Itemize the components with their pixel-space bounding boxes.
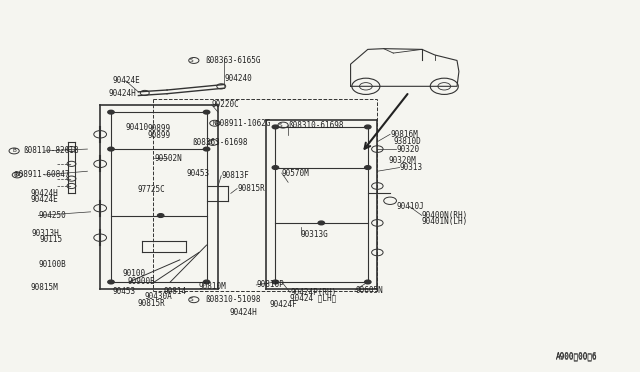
Text: 90401N(LH): 90401N(LH) [422, 217, 468, 226]
Text: ®08911-1062G: ®08911-1062G [215, 119, 270, 128]
Text: 90313G: 90313G [301, 230, 328, 239]
Text: 90424 （LH）: 90424 （LH） [290, 294, 336, 303]
Text: 90815M: 90815M [30, 283, 58, 292]
Text: 90502N: 90502N [154, 154, 182, 163]
Circle shape [318, 221, 324, 225]
Text: ®08911-60847: ®08911-60847 [14, 170, 70, 179]
Text: 90899: 90899 [148, 131, 171, 140]
Text: 904240: 904240 [225, 74, 252, 83]
Text: 90899: 90899 [148, 124, 171, 133]
Text: 93810D: 93810D [394, 137, 421, 146]
Text: 90424E: 90424E [30, 195, 58, 204]
Text: 90313H: 90313H [32, 229, 60, 238]
Text: 90810M: 90810M [199, 282, 227, 291]
Text: A900（00）6: A900（00）6 [556, 351, 597, 360]
Circle shape [204, 110, 210, 114]
Text: 90320M: 90320M [389, 156, 417, 166]
Text: 90605N: 90605N [355, 286, 383, 295]
Text: 90900B: 90900B [127, 278, 156, 286]
Text: N: N [213, 121, 217, 126]
Text: S: S [189, 58, 193, 63]
Text: 90453: 90453 [113, 288, 136, 296]
Text: 90570M: 90570M [282, 169, 310, 177]
Text: 90815R: 90815R [137, 299, 165, 308]
Text: S: S [209, 140, 212, 145]
Circle shape [272, 280, 278, 284]
Text: 90220C: 90220C [212, 100, 239, 109]
Text: 90424F: 90424F [269, 300, 297, 310]
Text: ß08110-8201B: ß08110-8201B [24, 147, 79, 155]
Text: 90320: 90320 [396, 145, 420, 154]
Circle shape [108, 110, 114, 114]
Text: ß08310-51098: ß08310-51098 [205, 295, 261, 304]
Text: B: B [12, 148, 16, 153]
Circle shape [204, 147, 210, 151]
Text: N: N [15, 173, 19, 177]
Circle shape [272, 166, 278, 169]
Text: 90100: 90100 [122, 269, 145, 278]
Circle shape [365, 280, 371, 284]
Text: 90424E: 90424E [113, 76, 141, 85]
Circle shape [108, 280, 114, 284]
Text: ß08363-61698: ß08363-61698 [193, 138, 248, 147]
Circle shape [108, 147, 114, 151]
Text: 90816P: 90816P [256, 280, 284, 289]
Circle shape [157, 214, 164, 217]
Text: A900（00）6: A900（00）6 [556, 352, 597, 361]
Text: 90424H: 90424H [108, 89, 136, 98]
Text: 97725C: 97725C [137, 185, 165, 194]
Text: 90816M: 90816M [390, 130, 418, 139]
Circle shape [365, 166, 371, 169]
Text: 90410J: 90410J [396, 202, 424, 211]
Text: S: S [189, 297, 193, 302]
Text: 90813F: 90813F [221, 171, 249, 180]
Text: 90115: 90115 [40, 235, 63, 244]
Text: 90100B: 90100B [38, 260, 66, 269]
Text: 90453: 90453 [186, 169, 209, 177]
Text: ß08363-6165G: ß08363-6165G [205, 56, 261, 65]
Text: S: S [278, 123, 282, 128]
Text: 90410: 90410 [125, 123, 148, 132]
Text: 90814: 90814 [164, 287, 187, 296]
Text: 90815R: 90815R [237, 184, 265, 193]
Circle shape [365, 125, 371, 129]
Text: 90424H: 90424H [230, 308, 257, 317]
Text: 90400N(RH): 90400N(RH) [422, 211, 468, 220]
Text: ß08310-61698: ß08310-61698 [288, 121, 344, 129]
Text: 90430A: 90430A [145, 292, 173, 301]
Text: 90424H: 90424H [30, 189, 58, 198]
Circle shape [272, 125, 278, 129]
Text: 90313: 90313 [399, 163, 423, 172]
Circle shape [204, 280, 210, 284]
Text: 904250: 904250 [38, 211, 66, 220]
Text: 90424P(RH): 90424P(RH) [290, 288, 336, 297]
